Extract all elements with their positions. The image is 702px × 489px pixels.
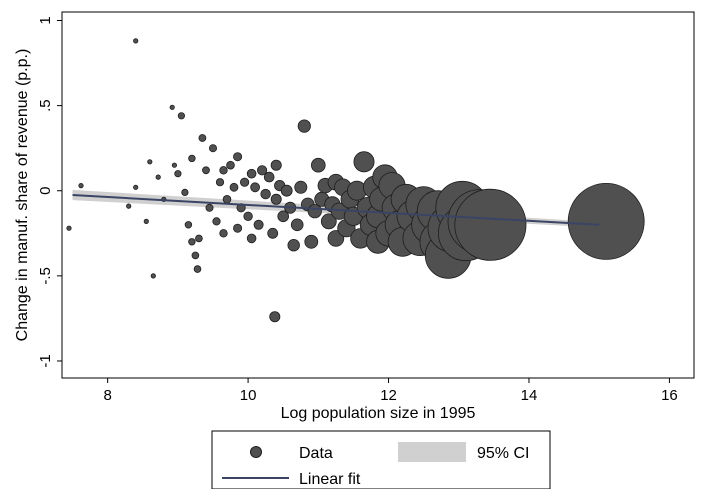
data-point	[290, 218, 304, 232]
data-point	[215, 178, 225, 187]
data-point	[205, 203, 214, 212]
y-axis: 1 .5 0 -.5 -1	[37, 16, 62, 368]
data-point	[270, 159, 282, 171]
linear-fit-line	[72, 194, 600, 226]
data-point	[202, 166, 210, 175]
data-point	[263, 171, 275, 183]
data-point	[188, 154, 196, 163]
legend-box	[211, 430, 551, 489]
data-point	[184, 221, 193, 229]
data-point	[177, 112, 185, 120]
data-point	[297, 119, 311, 133]
data-point	[250, 182, 261, 193]
data-point	[277, 210, 290, 223]
legend-data-label: Data	[299, 445, 333, 462]
y-tick-label: .5	[37, 99, 54, 112]
legend-ci-swatch	[398, 442, 466, 462]
legend-ci-label: 95% CI	[477, 445, 529, 462]
data-point	[143, 218, 149, 224]
data-point	[246, 168, 257, 179]
data-point	[320, 213, 337, 230]
legend-data-marker	[250, 446, 262, 458]
data-point	[191, 251, 200, 260]
data-point	[260, 188, 271, 200]
data-point	[212, 217, 221, 226]
data-point	[150, 273, 156, 279]
data-point	[267, 227, 279, 239]
data-point	[169, 104, 175, 110]
data-point	[253, 219, 264, 230]
data-point	[567, 182, 645, 260]
data-point	[195, 234, 203, 243]
data-point	[66, 225, 72, 231]
data-point	[208, 144, 217, 153]
data-point	[171, 162, 177, 168]
data-point	[270, 193, 282, 205]
data-point	[155, 174, 161, 180]
data-point	[304, 234, 319, 249]
data-point	[181, 188, 189, 196]
data-point	[219, 229, 228, 238]
fit-line-layer	[72, 194, 600, 226]
data-point	[78, 183, 84, 189]
legend: Data 95% CI Linear fit	[211, 430, 551, 489]
data-point	[198, 134, 207, 142]
data-point	[147, 159, 153, 165]
x-tick-label: 14	[521, 387, 538, 404]
data-point	[229, 182, 239, 192]
data-point	[287, 238, 300, 252]
y-tick-label: 0	[37, 187, 54, 195]
x-tick-label: 12	[380, 387, 397, 404]
x-tick-label: 8	[103, 387, 111, 404]
data-point	[133, 184, 139, 190]
x-axis-title: Log population size in 1995	[281, 405, 476, 422]
data-point	[310, 157, 326, 173]
data-point	[222, 195, 232, 204]
legend-fit-label: Linear fit	[299, 471, 361, 488]
data-point	[353, 151, 375, 173]
y-axis-title: Change in manuf. share of revenue (p.p.)	[14, 49, 31, 342]
data-point	[243, 211, 253, 222]
data-point	[233, 223, 243, 233]
y-tick-label: -.5	[37, 267, 54, 285]
y-tick-label: -1	[37, 354, 54, 367]
data-point	[256, 165, 268, 176]
y-tick-label: 1	[37, 16, 54, 24]
data-point	[219, 166, 228, 175]
data-point	[240, 177, 250, 187]
data-point	[226, 160, 235, 170]
data-point	[454, 188, 527, 261]
x-tick-label: 16	[661, 387, 678, 404]
data-point	[294, 180, 308, 194]
data-point	[188, 238, 196, 246]
data-point	[307, 204, 322, 219]
data-point	[174, 170, 182, 178]
x-axis: 8 10 12 14 16	[103, 378, 678, 404]
data-point	[280, 184, 293, 197]
data-point	[233, 152, 243, 162]
data-point	[269, 311, 281, 323]
data-point	[246, 233, 257, 244]
data-points-layer	[66, 38, 645, 323]
x-tick-label: 10	[240, 387, 257, 404]
data-point	[126, 203, 132, 209]
data-point	[193, 265, 202, 273]
data-point	[133, 38, 139, 44]
